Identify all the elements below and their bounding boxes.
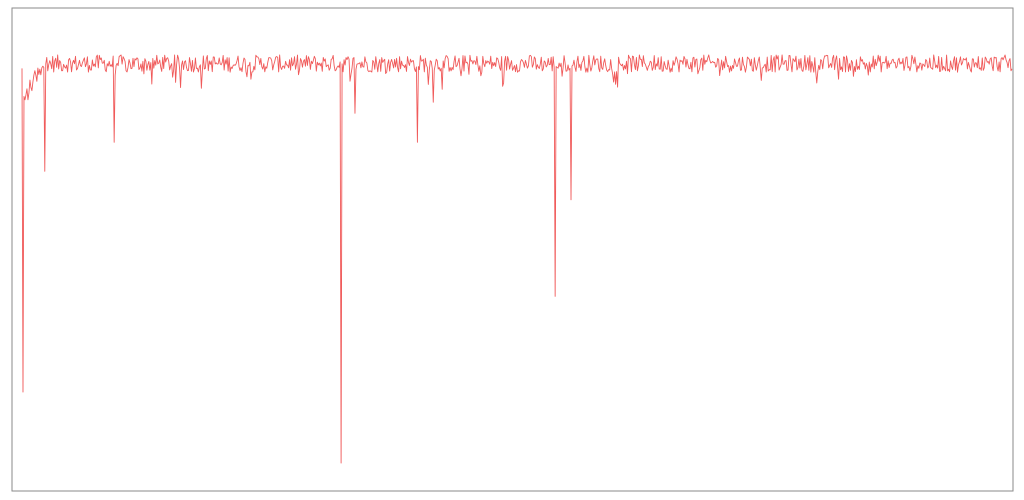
plot-frame: [12, 8, 1013, 491]
